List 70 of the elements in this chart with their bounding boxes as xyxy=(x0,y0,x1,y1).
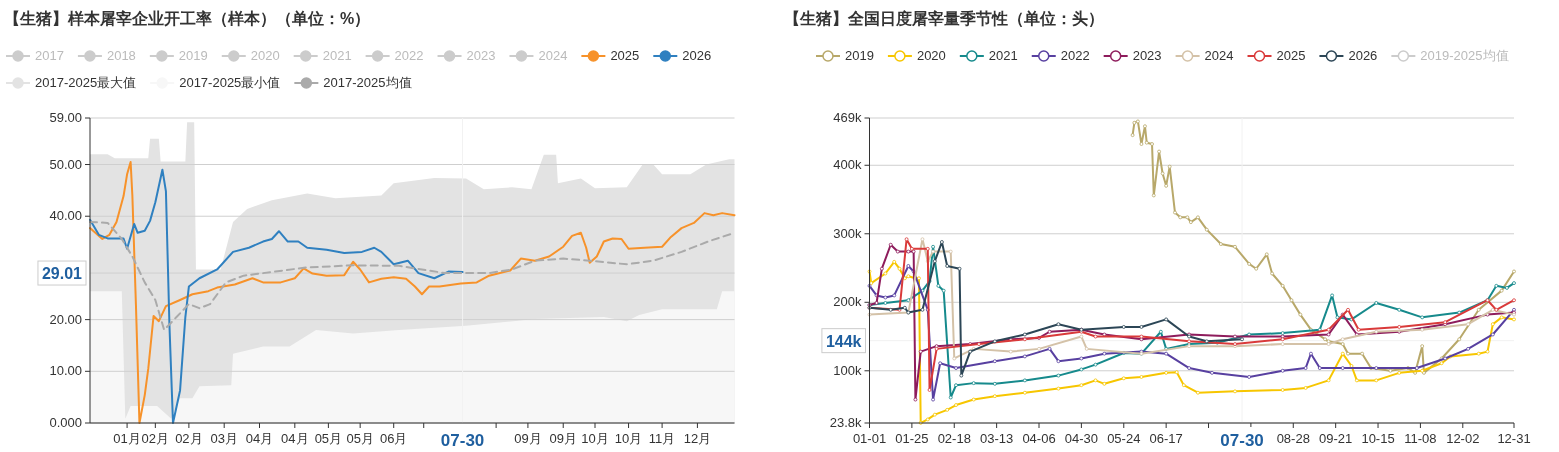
x-tick-label: 02月 xyxy=(141,431,170,446)
ref-line-label: 07-30 xyxy=(1220,431,1264,450)
x-tick-label: 03-13 xyxy=(980,431,1014,446)
x-tick-label: 06月 xyxy=(379,431,408,446)
chart-title: 【生猪】样本屠宰企业开工率（样本）（单位：%） xyxy=(4,9,371,28)
y-tick-label: 400k xyxy=(833,157,862,173)
x-tick-label: 01-01 xyxy=(852,431,887,446)
x-tick-label: 10月 xyxy=(614,431,643,446)
x-tick-label: 01月 xyxy=(113,431,141,446)
x-tick-label: 05-24 xyxy=(1107,431,1141,446)
legend-label: 2020 xyxy=(916,48,946,63)
y-tick-label: 50.00 xyxy=(49,156,82,172)
x-tick-label: 10月 xyxy=(581,431,609,446)
legend-label: 2025 xyxy=(1276,48,1306,63)
legend-label: 2021 xyxy=(322,48,352,63)
x-tick-label: 11月 xyxy=(648,431,676,446)
ref-line-label: 07-30 xyxy=(440,431,485,450)
y-tick-label: 200k xyxy=(833,294,862,310)
ref-line-label: 144k xyxy=(825,332,862,350)
legend-label: 2025 xyxy=(610,48,640,63)
x-tick-label: 02-18 xyxy=(937,431,971,446)
x-tick-label: 09月 xyxy=(549,431,577,446)
x-tick-label: 12月 xyxy=(683,431,712,446)
legend-label: 2023 xyxy=(466,48,496,63)
legend-label: 2026 xyxy=(682,48,712,63)
legend-label: 2022 xyxy=(394,48,424,63)
x-tick-label: 12-02 xyxy=(1446,431,1480,446)
legend-label: 2022 xyxy=(1060,48,1090,63)
legend-label: 2023 xyxy=(1132,48,1162,63)
legend-label: 2024 xyxy=(1204,48,1234,63)
x-tick-label: 11-08 xyxy=(1404,431,1437,446)
x-tick-label: 04月 xyxy=(281,431,309,446)
x-tick-label: 05月 xyxy=(314,431,343,446)
x-tick-label: 02月 xyxy=(175,431,203,446)
legend-label: 2017 xyxy=(35,48,64,63)
x-tick-label: 08-28 xyxy=(1276,431,1310,446)
x-tick-label: 09-21 xyxy=(1319,431,1353,446)
y-tick-label: 100k xyxy=(833,362,862,378)
legend-label: 2021 xyxy=(988,48,1018,63)
legend-label: 2019-2025均值 xyxy=(1420,48,1509,63)
line-series xyxy=(89,168,464,424)
legend-label: 2019 xyxy=(844,48,874,63)
legend-label: 2020 xyxy=(250,48,280,63)
chart-title: 【生猪】全国日度屠宰量季节性（单位：头） xyxy=(783,9,1104,28)
x-tick-label: 10-15 xyxy=(1361,431,1395,446)
legend-label: 2018 xyxy=(106,48,136,63)
y-tick-label: 59.00 xyxy=(49,110,82,125)
legend-label: 2017-2025均值 xyxy=(323,75,412,90)
y-tick-label: 20.00 xyxy=(49,311,82,327)
x-tick-label: 01-25 xyxy=(895,431,929,446)
legend-label: 2026 xyxy=(1348,48,1378,63)
legend-label: 2019 xyxy=(178,48,208,63)
legend-label: 2024 xyxy=(538,48,568,63)
x-tick-label: 03月 xyxy=(210,431,238,446)
x-tick-label: 05月 xyxy=(346,431,374,446)
x-tick-label: 04-30 xyxy=(1064,431,1099,446)
legend-label: 2017-2025最大值 xyxy=(35,75,137,90)
x-tick-label: 09月 xyxy=(514,431,542,446)
x-tick-label: 04月 xyxy=(245,431,274,446)
y-tick-label: 469k xyxy=(833,110,862,125)
x-tick-label: 04-06 xyxy=(1022,431,1056,446)
y-tick-label: 300k xyxy=(833,225,862,241)
x-tick-label: 06-17 xyxy=(1149,431,1183,446)
ref-line-label: 29.01 xyxy=(41,265,83,283)
y-tick-label: 40.00 xyxy=(49,208,82,224)
x-tick-label: 12-31 xyxy=(1497,431,1531,446)
y-tick-label: 10.00 xyxy=(49,363,82,379)
legend-label: 2017-2025最小值 xyxy=(179,75,281,90)
y-tick-label: 23.8k xyxy=(829,415,862,430)
y-tick-label: 0.000 xyxy=(49,415,82,430)
